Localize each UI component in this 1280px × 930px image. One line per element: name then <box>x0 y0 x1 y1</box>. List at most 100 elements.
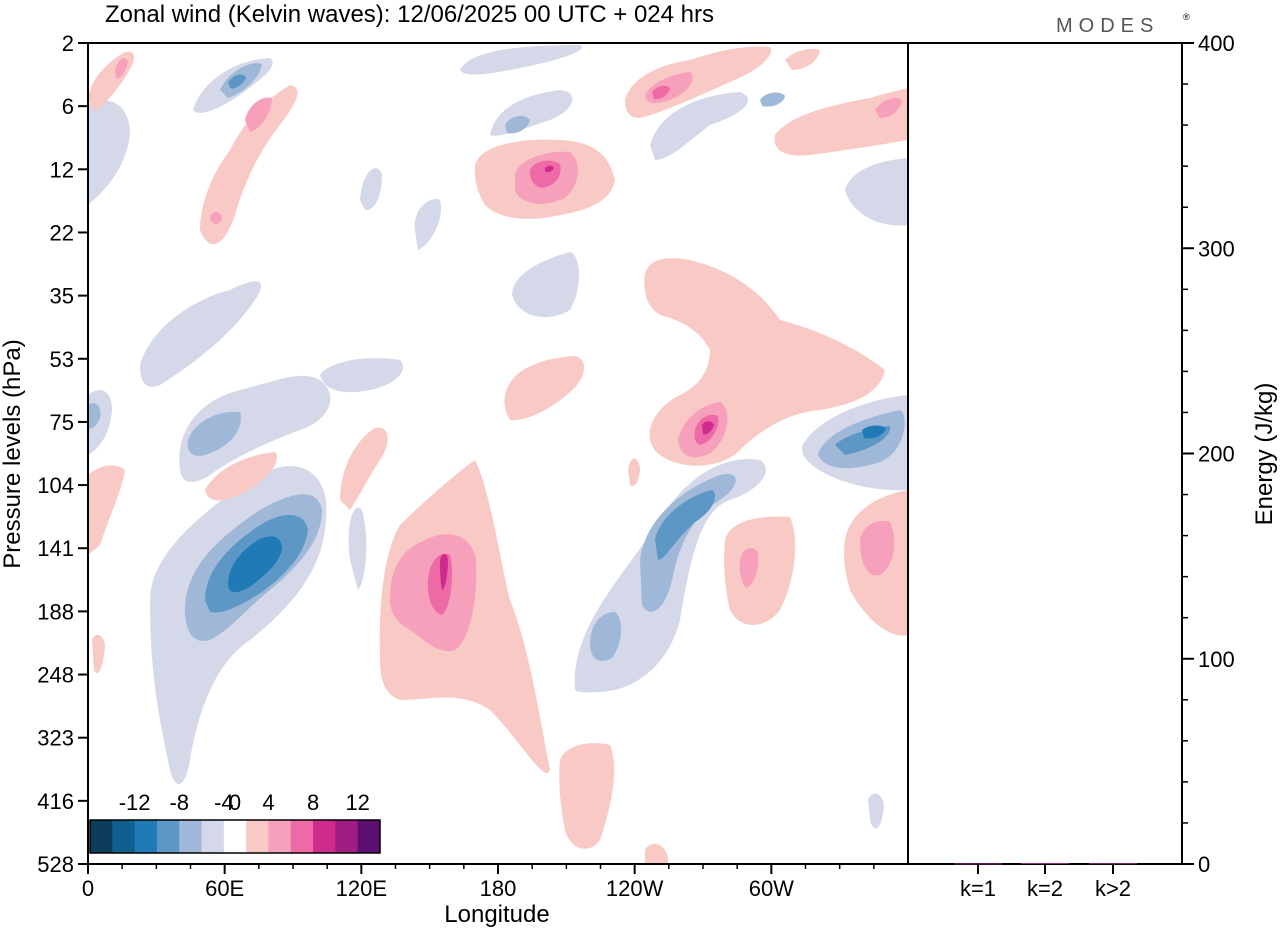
pos-region <box>739 548 759 588</box>
energy-tick-label: 100 <box>1198 647 1235 672</box>
energy-bars: k=1 k=2 k>2 <box>954 862 1137 901</box>
kelvin-wave-heatmap <box>87 42 909 865</box>
colorbar-swatch <box>112 820 136 853</box>
x-tick-label: 0 <box>82 876 94 901</box>
x-tick-label: 120E <box>336 876 387 901</box>
x-tick-label: 180 <box>480 876 517 901</box>
colorbar-swatch <box>223 820 247 853</box>
pos-region <box>724 516 796 625</box>
y-axis-label: Pressure levels (hPa) <box>0 339 26 568</box>
neg-region <box>490 90 573 136</box>
pos-region <box>559 743 615 849</box>
neg-region <box>320 358 404 393</box>
energy-tick-label: 0 <box>1198 852 1210 877</box>
neg-region <box>228 74 246 89</box>
energy-frame <box>907 42 1183 865</box>
y-tick-label: 6 <box>62 94 74 119</box>
y-tick-label: 141 <box>37 536 74 561</box>
y-tick-label: 528 <box>37 852 74 877</box>
colorbar-label: 12 <box>345 790 369 815</box>
logo-registered-mark: ® <box>1183 12 1190 22</box>
y-tick-label: 75 <box>50 410 74 435</box>
neg-region <box>179 375 331 482</box>
neg-region <box>460 45 582 75</box>
pos-region <box>115 58 128 79</box>
neg-region <box>590 612 622 662</box>
pos-region <box>860 520 895 576</box>
colorbar-swatch <box>357 820 381 853</box>
neg-region <box>88 100 130 205</box>
colorbar-label: -12 <box>119 790 151 815</box>
colorbar-label: 0 <box>229 790 241 815</box>
neg-region <box>845 158 908 226</box>
energy-axis-label: Energy (J/kg) <box>1251 383 1278 526</box>
modes-logo: MODES ® <box>1056 12 1190 37</box>
logo-text: MODES <box>1056 15 1159 37</box>
colorbar-swatch <box>201 820 225 853</box>
pos-region <box>92 634 105 674</box>
energy-category-label: k=2 <box>1027 876 1063 901</box>
colorbar-frame <box>89 819 381 854</box>
pos-region <box>340 427 388 510</box>
colorbar-swatch <box>313 820 336 853</box>
pos-region <box>210 212 222 224</box>
pos-region <box>245 97 272 132</box>
chart-title: Zonal wind (Kelvin waves): 12/06/2025 00… <box>105 1 714 28</box>
neg-region <box>760 92 785 107</box>
longitude-axis: 0 60E 120E 180 120W 60W <box>82 864 875 901</box>
pos-region <box>88 465 125 555</box>
energy-category-label: k>2 <box>1095 876 1131 901</box>
colorbar-label: 8 <box>307 790 319 815</box>
neg-region <box>862 425 886 439</box>
colorbar: -12 -8 -40 4 8 12 <box>89 790 381 854</box>
y-tick-label: 35 <box>50 284 74 309</box>
energy-bar-panel: 0 100 200 300 400 k=1 k=2 k>2 Energy (J/kg) <box>907 31 1278 901</box>
pos-region <box>702 421 714 435</box>
pos-region <box>200 85 298 245</box>
colorbar-swatch <box>134 820 158 853</box>
pos-region <box>774 88 908 156</box>
neg-region <box>228 536 282 593</box>
pos-region <box>440 554 448 590</box>
y-tick-label: 188 <box>37 599 74 624</box>
neg-region <box>414 199 441 250</box>
colorbar-label: -4 <box>214 790 234 815</box>
neg-region <box>88 403 101 429</box>
colorbar-swatch <box>268 820 292 853</box>
colorbar-label: -8 <box>169 790 189 815</box>
energy-tick-label: 200 <box>1198 442 1235 467</box>
neg-region <box>868 793 884 829</box>
colorbar-swatch <box>335 820 359 853</box>
y-tick-label: 2 <box>62 31 74 56</box>
colorbar-swatch <box>290 820 314 853</box>
x-axis-label: Longitude <box>444 901 549 928</box>
x-tick-label: 120W <box>606 876 664 901</box>
neg-region <box>650 92 749 160</box>
energy-axis: 0 100 200 300 400 <box>1182 31 1235 877</box>
y-tick-label: 104 <box>37 473 74 498</box>
pos-region <box>545 165 554 172</box>
pressure-axis: 2 6 12 22 35 53 75 104 141 188 248 323 416 528 <box>37 31 88 877</box>
neg-region <box>348 507 367 590</box>
neg-region <box>187 411 241 456</box>
energy-tick-label: 300 <box>1198 236 1235 261</box>
neg-region <box>655 490 716 560</box>
y-tick-label: 248 <box>37 663 74 688</box>
pos-region <box>785 48 820 70</box>
neg-region <box>140 281 262 387</box>
pos-region <box>875 98 902 118</box>
y-tick-label: 416 <box>37 789 74 814</box>
y-tick-label: 323 <box>37 726 74 751</box>
energy-bar-k=1 <box>954 863 1002 865</box>
pos-region <box>652 85 670 100</box>
pos-region <box>628 458 640 487</box>
energy-bar-k=2 <box>1021 862 1069 864</box>
energy-tick-label: 400 <box>1198 31 1235 56</box>
colorbar-swatch <box>179 820 203 853</box>
pos-region <box>504 356 585 421</box>
colorbar-swatch <box>90 820 113 853</box>
pos-region <box>645 843 668 864</box>
colorbar-label: 4 <box>262 790 274 815</box>
neg-region <box>640 474 736 612</box>
